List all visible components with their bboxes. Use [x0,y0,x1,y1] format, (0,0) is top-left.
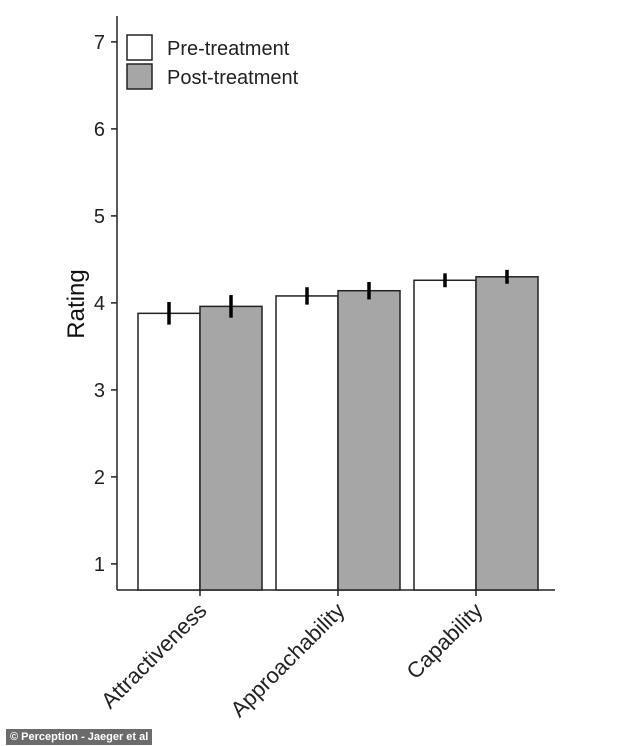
y-axis-title: Rating [63,269,90,338]
y-tick-label: 6 [94,119,105,141]
legend: Pre-treatment Post-treatment [126,34,299,90]
y-axis-ticks: 1 2 3 4 5 6 7 [94,32,117,576]
x-category-label: Attractiveness [96,598,211,713]
bars [137,276,539,591]
y-tick-label: 3 [94,380,105,402]
y-tick-label: 2 [94,467,105,489]
bar-post-attractiveness [199,305,263,591]
bar-post-capability [475,276,539,591]
y-tick-label: 5 [94,206,105,228]
error-bars [167,269,509,325]
x-category-label: Approachability [225,598,349,722]
x-category-label: Capability [402,598,488,684]
legend-swatch [126,34,153,61]
y-tick-label: 7 [94,32,105,54]
image-credit: © Perception - Jaeger et al [6,729,153,745]
bar-pre-capability [413,279,477,591]
legend-label: Pre-treatment [167,38,290,60]
x-axis-labels: Attractiveness Approachability Capability [96,590,488,722]
bar-pre-attractiveness [137,312,201,591]
y-tick-label: 1 [94,554,105,576]
y-tick-label: 4 [94,293,105,315]
bar-post-approachability [337,289,401,591]
legend-swatch [126,63,153,90]
legend-label: Post-treatment [167,67,299,89]
bar-pre-approachability [275,295,339,591]
